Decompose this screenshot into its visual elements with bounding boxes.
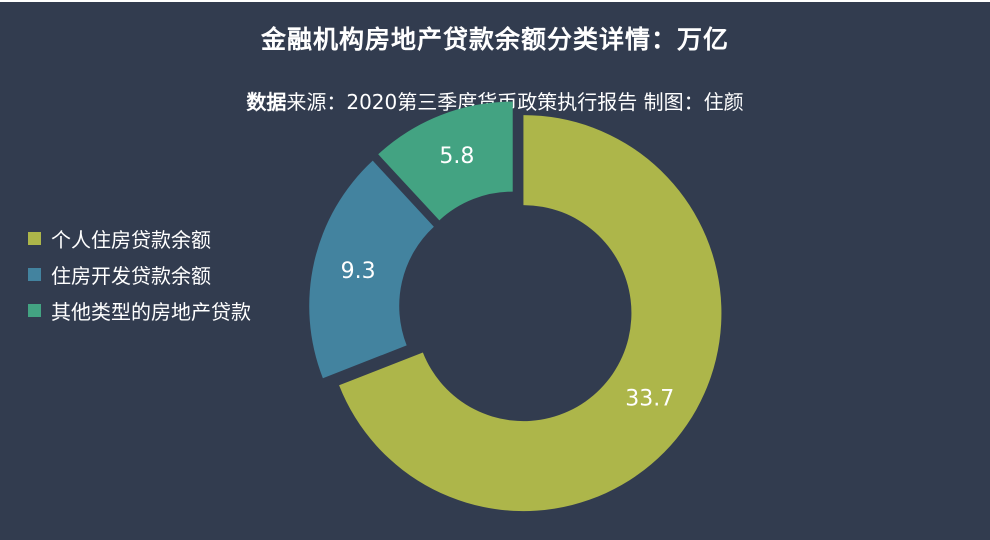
legend-item-1[interactable]: 住房开发贷款余额 [28, 256, 251, 292]
donut-labels: 33.7 9.3 5.8 [341, 144, 675, 411]
legend-label-1: 住房开发贷款余额 [51, 263, 211, 288]
chart-title: 金融机构房地产贷款余额分类详情：万亿 [260, 25, 729, 54]
legend-label-0: 个人住房贷款余额 [51, 227, 211, 252]
chart-legend: 个人住房贷款余额 住房开发贷款余额 其他类型的房地产贷款 [28, 220, 251, 328]
top-edge-line [0, 0, 990, 2]
chart-subtitle: 数据来源：2020第三季度货币政策执行报告 制图：住颜 [0, 86, 990, 115]
donut-slices [309, 101, 722, 512]
subtitle-rest: 来源：2020第三季度货币政策执行报告 制图：住颜 [286, 90, 744, 114]
slice-label-2: 5.8 [439, 144, 474, 169]
slice-label-0: 33.7 [625, 386, 674, 411]
legend-label-2: 其他类型的房地产贷款 [51, 299, 251, 324]
donut-slice-1[interactable] [309, 160, 434, 379]
legend-swatch-1 [28, 267, 41, 281]
legend-item-0[interactable]: 个人住房贷款余额 [28, 220, 251, 256]
subtitle-strong: 数据 [246, 90, 287, 114]
donut-slice-2[interactable] [378, 101, 513, 221]
legend-swatch-0 [28, 231, 41, 245]
donut-slice-0[interactable] [339, 115, 722, 512]
legend-item-2[interactable]: 其他类型的房地产贷款 [28, 292, 251, 328]
legend-swatch-2 [28, 303, 41, 317]
slice-label-1: 9.3 [341, 259, 376, 284]
